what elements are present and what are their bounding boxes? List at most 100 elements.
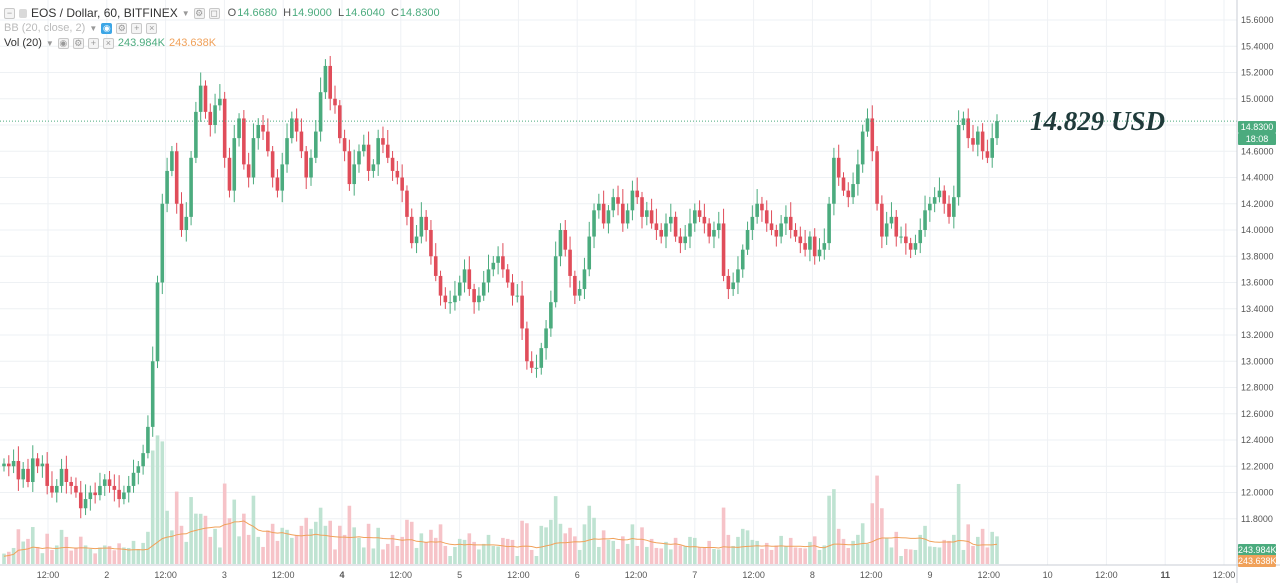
chevron-down-icon[interactable]: ▼ <box>45 38 54 48</box>
candle-body <box>218 98 222 106</box>
close-icon[interactable]: × <box>102 37 114 49</box>
volume-indicator-label[interactable]: Vol (20) <box>4 37 42 49</box>
settings-icon[interactable]: ⚙ <box>193 7 205 19</box>
settings-icon[interactable]: ⚙ <box>72 37 84 49</box>
candle-body <box>606 210 611 224</box>
volume-bar <box>102 545 107 564</box>
candle-body <box>414 236 419 244</box>
candle-body <box>242 118 246 165</box>
candle-body <box>136 466 141 473</box>
candle-body <box>232 138 237 191</box>
volume-bar <box>980 528 985 564</box>
add-icon[interactable]: + <box>87 37 99 49</box>
settings-icon[interactable]: ⚙ <box>116 22 128 34</box>
volume-bar <box>606 539 611 564</box>
volume-bar <box>69 550 73 564</box>
candle-body <box>328 65 333 99</box>
x-tick-label: 4 <box>339 570 344 580</box>
candle-body <box>956 125 961 198</box>
volume-bar <box>400 536 404 564</box>
y-tick-label: 14.4000 <box>1241 173 1274 183</box>
volume-bar <box>376 527 380 564</box>
symbol-title: EOS / Dollar, 60, BITFINEX <box>31 6 178 20</box>
candle-body <box>534 367 539 369</box>
volume-bar <box>760 548 764 564</box>
add-icon[interactable]: + <box>131 22 143 34</box>
visibility-eye-icon[interactable]: ◉ <box>101 22 113 34</box>
volume-bar <box>83 545 88 564</box>
volume-bar <box>462 539 467 564</box>
volume-bar <box>299 525 304 564</box>
volume-bar <box>438 524 443 564</box>
candle-body <box>477 295 481 303</box>
candle-body <box>803 243 807 250</box>
volume-bar <box>457 538 462 564</box>
volume-bar <box>222 483 227 564</box>
candle-body <box>928 203 932 211</box>
ohlc-values: O14.6680 H14.9000 L14.6040 C14.8300 <box>227 7 440 19</box>
volume-bar <box>117 543 121 564</box>
volume-bar <box>443 545 448 564</box>
volume-bar <box>54 545 59 564</box>
candle-body <box>88 492 93 500</box>
candle-body <box>683 236 687 244</box>
volume-bar <box>93 553 97 564</box>
volume-bar <box>107 545 112 564</box>
candle-body <box>395 170 400 178</box>
candle-body <box>529 361 534 368</box>
candle-body <box>318 92 323 132</box>
candle-body <box>429 230 433 257</box>
x-tick-label: 12:00 <box>154 570 177 580</box>
volume-bar <box>865 543 870 564</box>
close-icon[interactable]: × <box>146 22 158 34</box>
volume-bar <box>649 538 654 564</box>
candle-body <box>755 203 759 217</box>
candle-body <box>673 216 678 237</box>
volume-bar <box>294 534 299 564</box>
y-tick-label: 12.0000 <box>1241 488 1274 498</box>
volume-bar <box>808 541 812 564</box>
visibility-eye-icon[interactable]: ◉ <box>57 37 69 49</box>
candle-body <box>261 125 265 132</box>
candle-body <box>64 468 69 482</box>
volume-bar <box>582 524 587 564</box>
collapse-legend-icon[interactable]: − <box>4 7 15 19</box>
candle-body <box>918 230 923 244</box>
candle-body <box>83 499 88 509</box>
volume-bar <box>899 556 903 564</box>
volume-bar <box>985 547 990 564</box>
volume-bar <box>793 547 798 564</box>
volume-bar <box>256 536 261 564</box>
volume-bar <box>414 547 419 564</box>
candle-body <box>952 197 956 217</box>
price-annotation[interactable]: 14.829 USD <box>1030 106 1166 136</box>
candle-body <box>635 190 640 198</box>
volume-bar <box>429 529 433 564</box>
candle-body <box>400 177 404 191</box>
volume-bar <box>827 495 831 564</box>
volume-bar <box>750 539 755 564</box>
volume-bar <box>453 546 457 564</box>
volume-bar <box>323 525 328 564</box>
candle-body <box>366 144 371 171</box>
bb-indicator-label[interactable]: BB (20, close, 2) <box>4 22 86 34</box>
chevron-down-icon[interactable]: ▼ <box>89 23 98 33</box>
candle-body <box>107 479 112 486</box>
candle-body <box>947 203 951 217</box>
volume-bar <box>803 548 807 564</box>
volume-bar <box>716 549 721 564</box>
candle-body <box>208 111 213 125</box>
volume-bar <box>280 527 285 564</box>
volume-bar <box>923 525 927 564</box>
volume-bar <box>640 527 644 564</box>
volume-bar <box>357 537 361 564</box>
hide-icon[interactable]: ◻ <box>208 7 220 19</box>
volume-bar <box>141 542 145 564</box>
chevron-down-icon[interactable]: ▼ <box>181 8 190 18</box>
volume-bar <box>409 521 414 564</box>
candle-body <box>726 275 731 290</box>
candle-body <box>611 197 616 211</box>
volume-bar <box>198 513 203 564</box>
